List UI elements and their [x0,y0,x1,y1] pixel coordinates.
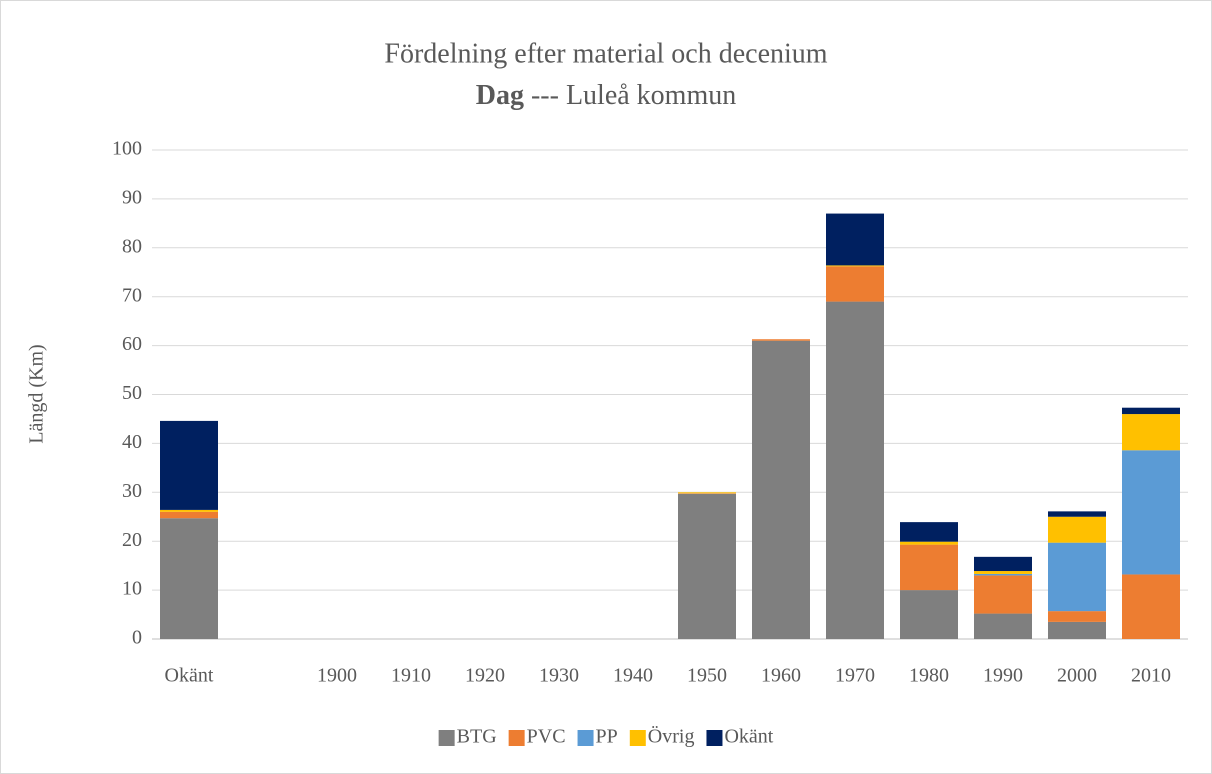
y-tick-label: 40 [122,431,142,453]
bar-segment [1122,574,1180,639]
bar-segment [678,493,736,639]
bar-segment [1048,511,1106,517]
bar-segment [1048,611,1106,622]
bar-segment [974,613,1032,639]
x-tick-label: 1950 [687,665,727,687]
bar-segment [826,301,884,639]
bar-segment [826,266,884,302]
legend-label: PP [596,726,618,748]
bar-segment [826,213,884,266]
bar-segment [1048,542,1106,612]
x-tick-label: 2010 [1131,665,1171,687]
subtitle-text: --- Luleå kommun [531,80,736,111]
bar-segment [160,420,218,510]
bar-segment [900,541,958,545]
x-tick-label: 1930 [539,665,579,687]
x-tick-label: Okänt [165,665,214,687]
y-tick-label: 70 [122,284,142,306]
y-tick-label: 30 [122,480,142,502]
y-tick-label: 100 [112,138,142,160]
bar-segment [900,522,958,542]
x-tick-label: 1980 [909,665,949,687]
y-tick-label: 50 [122,382,142,404]
legend-swatch [438,730,455,746]
y-axis-label: Längd (Km) [26,344,48,443]
x-tick-label: 1960 [761,665,801,687]
bar-segment [974,556,1032,572]
legend-label: Övrig [648,725,695,748]
y-tick-label: 20 [122,529,142,551]
bar-segment [1048,516,1106,543]
legend-label: PVC [527,726,566,748]
bar-segment [752,340,810,639]
y-tick-label: 90 [122,186,142,208]
x-tick-label: 1970 [835,665,875,687]
y-tick-label: 60 [122,333,142,355]
bar-segment [974,571,1032,574]
legend-label: BTG [457,726,497,748]
bar-segment [1048,621,1106,639]
x-tick-label: 1910 [391,665,431,687]
bar-segment [900,544,958,591]
bar-segment [974,573,1032,576]
chart-subtitle: Dag --- Luleå kommun [476,80,737,111]
legend-swatch [508,730,525,746]
y-tick-label: 80 [122,235,142,257]
y-tick-label: 10 [122,578,142,600]
bar-segment [1122,414,1180,451]
bar-segment [1122,407,1180,415]
bar-segment [752,339,810,341]
legend-swatch [706,730,723,746]
bar-segment [160,518,218,639]
legend-swatch [577,730,594,746]
x-tick-label: 1990 [983,665,1023,687]
y-tick-label: 0 [132,627,142,649]
bar-segment [826,265,884,267]
bar-segment [160,511,218,519]
x-tick-label: 1900 [317,665,357,687]
x-tick-label: 1920 [465,665,505,687]
x-tick-label: 2000 [1057,665,1097,687]
legend-swatch [629,730,646,746]
subtitle-bold: Dag [476,80,524,111]
x-tick-label: 1940 [613,665,653,687]
bar-segment [678,492,736,494]
bar-segment [1122,450,1180,575]
bar-segment [974,575,1032,614]
bar-segment [900,590,958,639]
bar-segment [160,509,218,512]
legend-label: Okänt [724,726,773,748]
chart-title: Fördelning efter material och decenium [384,38,827,69]
